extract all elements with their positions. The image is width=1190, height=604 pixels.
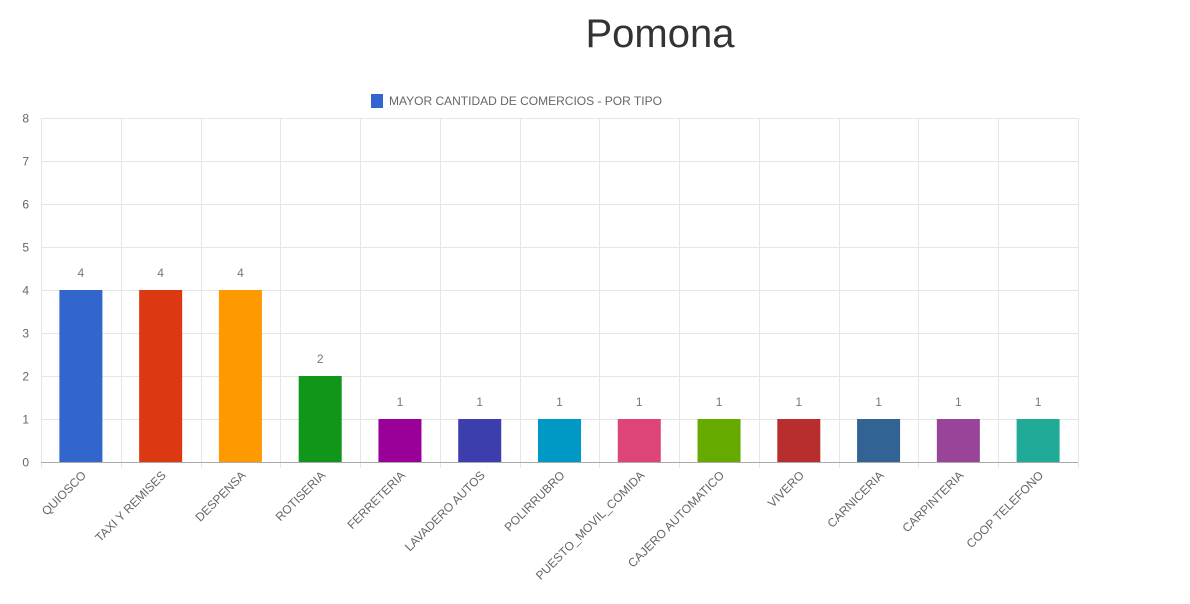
x-tick-label: ROTISERIA	[273, 468, 329, 524]
y-tick-label: 2	[22, 370, 29, 384]
data-labels: 4 4 4 2 1 1 1 1 1 1 1 1 1	[78, 266, 1042, 409]
bar[interactable]	[777, 419, 821, 462]
grid-lines	[41, 118, 1079, 468]
bar-value-label: 1	[476, 395, 483, 409]
x-tick-label: COOP TELEFONO	[964, 468, 1047, 551]
bar-value-label: 1	[875, 395, 882, 409]
bar-value-label: 4	[157, 266, 164, 280]
bar[interactable]	[697, 419, 741, 462]
bar-value-label: 4	[237, 266, 244, 280]
bar-value-label: 1	[795, 395, 802, 409]
x-tick-label: FERRETERIA	[344, 468, 408, 532]
legend-label[interactable]: MAYOR CANTIDAD DE COMERCIOS - POR TIPO	[389, 94, 662, 108]
bar-value-label: 1	[716, 395, 723, 409]
bar[interactable]	[617, 419, 661, 462]
bar-value-label: 1	[397, 395, 404, 409]
bar[interactable]	[378, 419, 422, 462]
x-tick-label: VIVERO	[765, 468, 807, 510]
bar[interactable]	[538, 419, 581, 462]
bar[interactable]	[458, 419, 502, 462]
y-tick-label: 3	[22, 327, 29, 341]
y-tick-label: 7	[22, 155, 29, 169]
y-axis: 0 1 2 3 4 5 6 7 8	[22, 112, 29, 470]
bar[interactable]	[59, 290, 103, 462]
x-axis: QUIOSCO TAXI Y REMISES DESPENSA ROTISERIA FE…	[39, 462, 1078, 583]
bar-value-label: 1	[556, 395, 563, 409]
bar-value-label: 2	[317, 352, 324, 366]
y-tick-label: 8	[22, 112, 29, 126]
x-tick-label: LAVADERO AUTOS	[402, 468, 488, 554]
bar[interactable]	[139, 290, 183, 462]
y-tick-label: 0	[22, 456, 29, 470]
x-tick-label: POLIRRUBRO	[502, 468, 568, 534]
bar[interactable]	[298, 376, 342, 462]
x-tick-label: CARPINTERIA	[900, 468, 967, 535]
bar[interactable]	[218, 290, 262, 462]
bar-value-label: 4	[78, 266, 85, 280]
bar-value-label: 1	[955, 395, 962, 409]
y-tick-label: 5	[22, 241, 29, 255]
x-tick-label: TAXI Y REMISES	[92, 468, 168, 544]
y-tick-label: 6	[22, 198, 29, 212]
y-tick-label: 4	[22, 284, 29, 298]
legend-swatch[interactable]	[371, 94, 383, 108]
bars	[59, 290, 1060, 462]
x-tick-label: QUIOSCO	[39, 468, 89, 518]
bar-value-label: 1	[1035, 395, 1042, 409]
chart-title: Pomona	[585, 12, 735, 56]
legend[interactable]: MAYOR CANTIDAD DE COMERCIOS - POR TIPO	[371, 94, 662, 108]
x-tick-label: DESPENSA	[192, 468, 248, 524]
x-tick-label: CARNICERIA	[824, 468, 886, 530]
bar-value-label: 1	[636, 395, 643, 409]
bar[interactable]	[936, 419, 980, 462]
bar[interactable]	[857, 419, 901, 462]
y-tick-label: 1	[22, 413, 29, 427]
bar[interactable]	[1016, 419, 1060, 462]
